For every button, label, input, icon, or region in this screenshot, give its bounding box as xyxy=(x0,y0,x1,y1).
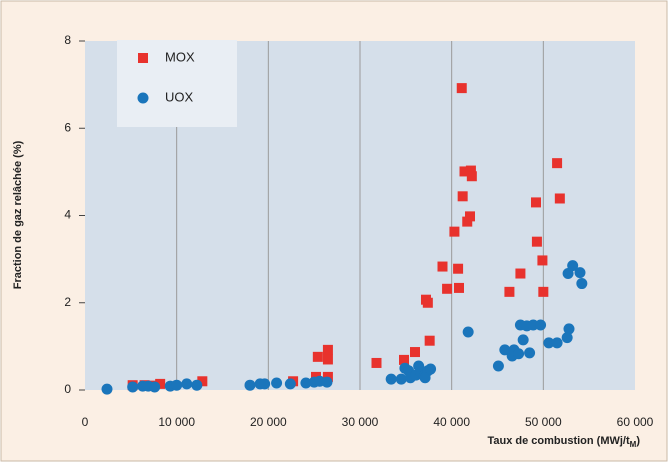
point xyxy=(300,377,312,389)
point xyxy=(425,363,437,375)
point xyxy=(385,373,397,385)
point xyxy=(551,337,563,349)
point xyxy=(449,226,460,237)
point xyxy=(419,372,431,384)
point xyxy=(459,166,470,177)
point xyxy=(181,378,193,390)
x-tick-label: 10 000 xyxy=(158,415,195,429)
point xyxy=(535,319,547,331)
point xyxy=(127,381,139,393)
x-tick-label: 60 000 xyxy=(617,415,654,429)
legend-label: UOX xyxy=(165,89,194,104)
point xyxy=(395,373,407,385)
point xyxy=(437,261,448,272)
point xyxy=(244,379,256,391)
point xyxy=(504,286,515,297)
x-axis-label-text: Taux de combustion (MWj/t xyxy=(487,435,630,447)
point xyxy=(554,193,565,204)
point xyxy=(515,268,526,279)
y-tick-label: 6 xyxy=(64,120,71,134)
x-tick-label: 0 xyxy=(82,415,89,429)
y-tick-label: 4 xyxy=(64,208,71,222)
y-tick-label: 8 xyxy=(64,33,71,47)
y-tick-label: 2 xyxy=(64,295,71,309)
point xyxy=(462,216,473,227)
x-axis-label-end: ) xyxy=(636,435,640,447)
point xyxy=(171,379,183,391)
point xyxy=(462,326,474,338)
point xyxy=(259,378,271,390)
point xyxy=(456,83,467,94)
point xyxy=(442,283,453,294)
legend-box xyxy=(117,40,237,127)
point xyxy=(399,354,409,365)
point xyxy=(537,255,548,266)
point xyxy=(424,335,435,346)
point xyxy=(311,371,321,382)
point xyxy=(321,376,333,388)
legend-marker xyxy=(138,53,148,63)
point xyxy=(422,297,433,308)
y-axis-label: Fraction de gaz relâchée (%) xyxy=(12,140,24,289)
point xyxy=(561,332,573,344)
point xyxy=(465,165,476,176)
point xyxy=(576,278,588,290)
x-tick-label: 50 000 xyxy=(525,415,562,429)
point xyxy=(563,323,575,335)
point xyxy=(517,334,529,346)
point xyxy=(465,211,475,222)
point xyxy=(371,357,382,368)
legend-marker xyxy=(137,92,149,104)
point xyxy=(284,378,296,390)
point xyxy=(466,171,477,182)
point xyxy=(499,344,511,356)
point xyxy=(410,347,420,358)
point xyxy=(538,286,549,297)
x-tick-label: 40 000 xyxy=(433,415,470,429)
point xyxy=(454,282,464,293)
point xyxy=(531,197,541,208)
point xyxy=(524,347,536,359)
point xyxy=(149,381,161,393)
point xyxy=(574,267,586,279)
point xyxy=(197,376,208,387)
point xyxy=(531,236,542,247)
point xyxy=(155,378,166,389)
point xyxy=(322,344,333,355)
x-tick-label: 30 000 xyxy=(342,415,379,429)
point xyxy=(413,360,425,372)
point xyxy=(312,351,323,362)
point xyxy=(492,360,504,372)
x-tick-label: 20 000 xyxy=(250,415,287,429)
point xyxy=(191,379,203,391)
point xyxy=(271,377,283,389)
x-axis-label-sub: M xyxy=(630,440,637,449)
y-tick-label: 0 xyxy=(64,382,71,396)
legend-label: MOX xyxy=(165,49,195,64)
point xyxy=(552,158,563,169)
point xyxy=(457,191,468,202)
x-axis-label: Taux de combustion (MWj/tM) xyxy=(487,435,640,449)
point xyxy=(543,337,555,349)
point xyxy=(453,263,464,274)
point xyxy=(101,383,113,395)
point xyxy=(513,348,525,360)
point xyxy=(322,354,333,365)
point xyxy=(567,260,579,272)
